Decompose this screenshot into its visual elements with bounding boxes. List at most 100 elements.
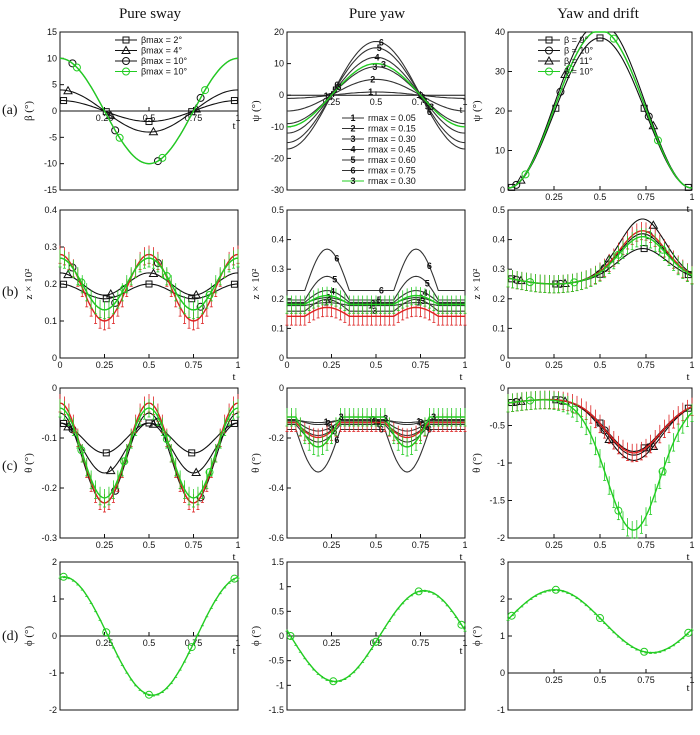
y-axis-label: ϕ (°) bbox=[250, 626, 262, 647]
curve-number-label: 4 bbox=[375, 297, 380, 307]
x-tick-label: 0.5 bbox=[594, 540, 607, 550]
y-tick-label: -2 bbox=[497, 533, 505, 543]
data-point-marker bbox=[516, 175, 526, 184]
curve-number-label: 6 bbox=[427, 261, 432, 271]
series-line-1 bbox=[60, 99, 238, 123]
data-point-marker bbox=[596, 34, 604, 42]
y-tick-label: -0.3 bbox=[41, 533, 57, 543]
x-tick-label: 0.75 bbox=[637, 675, 655, 685]
x-tick-label: 0.25 bbox=[96, 113, 114, 123]
y-tick-label: 0.2 bbox=[44, 279, 57, 289]
panel-d2: -1.5-1-0.500.511.50.25 0.5 0.75 1ϕ (°)t bbox=[250, 557, 468, 715]
x-tick-label: 0 bbox=[284, 360, 289, 370]
row-label-c: (c) bbox=[2, 459, 18, 474]
y-axis-label: z × 10² bbox=[250, 268, 262, 300]
y-tick-label: 0 bbox=[500, 383, 505, 393]
data-point-marker bbox=[230, 97, 238, 105]
y-tick-label: -1.5 bbox=[489, 496, 505, 506]
legend-entry: βmax = 4° bbox=[141, 46, 182, 56]
y-tick-label: 0 bbox=[279, 90, 284, 100]
plot-frame bbox=[507, 31, 693, 191]
data-point-marker bbox=[77, 278, 86, 287]
curve-number-label: 5 bbox=[377, 420, 382, 430]
y-tick-label: 0 bbox=[500, 668, 505, 678]
x-tick-label: 0.5 bbox=[370, 360, 383, 370]
y-tick-label: 1 bbox=[279, 582, 284, 592]
data-point-marker bbox=[162, 435, 171, 444]
x-tick-label: 0.75 bbox=[637, 360, 655, 370]
x-tick-label: 0.25 bbox=[323, 97, 341, 107]
series-line-2 bbox=[59, 272, 239, 296]
x-axis-label: t bbox=[686, 371, 689, 383]
y-tick-label: 0 bbox=[500, 185, 505, 195]
series-line-4 bbox=[59, 402, 239, 504]
data-point-marker bbox=[162, 271, 171, 280]
data-point-marker bbox=[59, 572, 68, 581]
legend-entry: rmax = 0.30 bbox=[368, 176, 416, 186]
data-point-marker bbox=[148, 268, 159, 277]
panel-d3: -1 0 1 2 3 0.25 0.5 0.75 1 ϕ (°) t bbox=[471, 557, 695, 715]
y-tick-label: 0.1 bbox=[271, 323, 284, 333]
series-line-1 bbox=[287, 91, 465, 99]
legend-number: 4 bbox=[350, 145, 355, 155]
curve-number-label: 2 bbox=[370, 299, 375, 309]
panel-c3: -2 -1.5 -1 -0.5 0 0.25 0.5 0.75 1 θ (°) t bbox=[471, 383, 695, 563]
x-tick-label: 1 bbox=[235, 360, 240, 370]
y-axis-label: z × 10² bbox=[471, 268, 483, 300]
data-point-marker bbox=[230, 574, 239, 583]
y-tick-label: 1 bbox=[52, 594, 57, 604]
data-point-marker bbox=[570, 405, 579, 414]
data-point-marker bbox=[111, 126, 120, 135]
y-tick-label: 0 bbox=[52, 383, 57, 393]
x-tick-label: 0.75 bbox=[185, 360, 203, 370]
y-tick-label: -10 bbox=[44, 159, 57, 169]
data-point-marker bbox=[565, 64, 574, 73]
data-point-marker bbox=[105, 110, 116, 120]
legend-number: 3 bbox=[350, 176, 355, 186]
x-tick-label: 0.25 bbox=[96, 360, 114, 370]
data-point-marker bbox=[658, 245, 667, 254]
curve-number-label: 1 bbox=[324, 91, 329, 101]
x-tick-label: 0 bbox=[57, 360, 62, 370]
data-point-marker bbox=[648, 220, 659, 229]
data-point-marker bbox=[551, 585, 560, 594]
y-tick-label: 40 bbox=[495, 27, 505, 37]
data-point-marker bbox=[105, 289, 116, 298]
row-label-b: (b) bbox=[2, 285, 19, 300]
x-tick-label: 0.25 bbox=[96, 540, 114, 550]
curve-number-label: 6 bbox=[334, 254, 339, 264]
x-axis-label: t bbox=[459, 551, 462, 563]
x-tick-label: 0.5 bbox=[143, 360, 156, 370]
y-axis-label: ψ (°) bbox=[471, 100, 483, 122]
curve-number-label: 1 bbox=[368, 87, 373, 97]
curve-number-label: 3 bbox=[431, 412, 436, 422]
data-point-marker bbox=[658, 467, 667, 476]
column-title-yaw-and-drift: Yaw and drift bbox=[557, 6, 640, 22]
x-tick-label: 0.5 bbox=[594, 192, 607, 202]
x-tick-label: 0.75 bbox=[412, 540, 430, 550]
y-tick-label: -0.6 bbox=[268, 533, 284, 543]
data-point-marker bbox=[191, 467, 202, 477]
x-tick-label: 1 bbox=[462, 97, 467, 107]
column-title-pure-yaw: Pure yaw bbox=[349, 6, 405, 22]
legend-entry: rmax = 0.05 bbox=[368, 113, 416, 123]
data-point-marker bbox=[640, 647, 649, 656]
data-point-marker bbox=[158, 153, 167, 162]
x-tick-label: 0.75 bbox=[185, 113, 203, 123]
series-line-6 bbox=[287, 248, 465, 292]
data-point-marker bbox=[148, 126, 159, 136]
x-tick-label: 1 bbox=[462, 638, 467, 648]
data-point-marker bbox=[191, 289, 202, 299]
x-tick-label: 1 bbox=[689, 540, 694, 550]
curve-number-label: 2 bbox=[326, 293, 331, 303]
y-axis-label: z × 10² bbox=[23, 268, 35, 300]
data-point-marker bbox=[115, 133, 124, 142]
legend-entry: rmax = 0.15 bbox=[368, 124, 416, 134]
data-point-marker bbox=[521, 170, 530, 179]
curve-number-label: 2 bbox=[326, 92, 331, 102]
y-tick-label: -5 bbox=[49, 132, 57, 142]
legend-entry: rmax = 0.75 bbox=[368, 166, 416, 176]
